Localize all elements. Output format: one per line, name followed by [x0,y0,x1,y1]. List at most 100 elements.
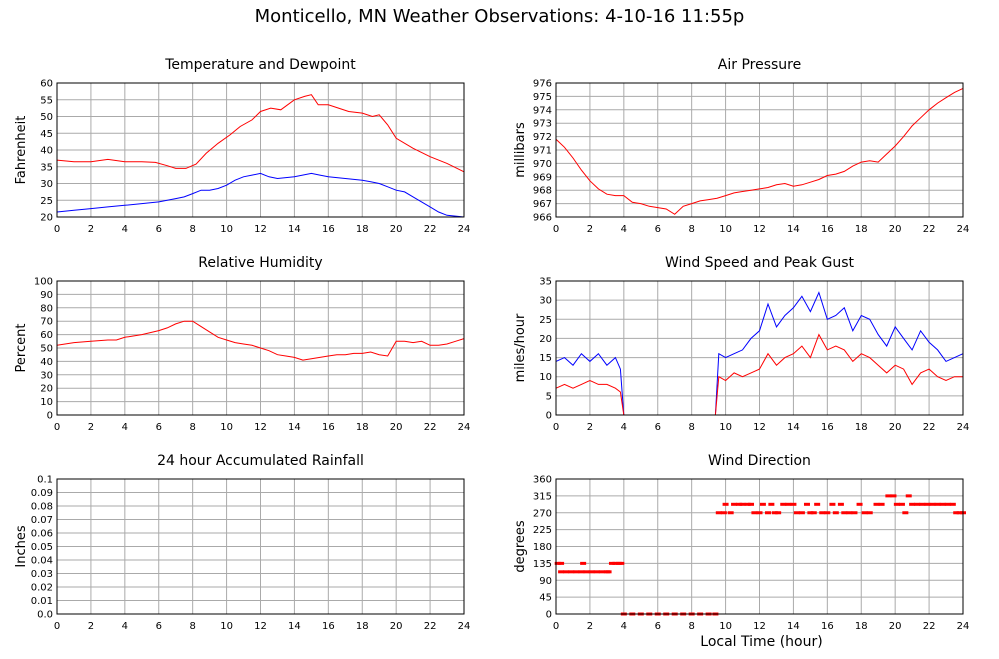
chart-panel-5: 0 2 4 6 8 10 12 14 16 18 20 22 240.00.010.020.030.04… [14,453,470,632]
plot-frame [555,82,964,218]
x-tick-label: 22 [424,224,437,235]
data-point [768,502,775,506]
y-tick-label: 20 [40,213,53,224]
x-tick-label: 2 [88,224,94,235]
data-point [578,570,585,574]
y-axis-label: Fahrenheit [14,116,29,185]
page-title: Monticello, MN Weather Observations: 4-1… [254,6,745,27]
data-point [810,511,817,515]
x-tick-label: 8 [189,422,195,433]
x-tick-label: 6 [655,422,661,433]
y-tick-label: 70 [40,317,53,328]
data-point [873,502,880,506]
y-tick-label: 0 [546,610,552,621]
data-point [780,502,787,506]
data-point [771,511,778,515]
data-point [803,502,810,506]
x-tick-label: 20 [390,224,403,235]
x-tick-label: 10 [719,224,732,235]
x-tick-label: 10 [220,621,233,632]
x-tick-label: 8 [688,621,694,632]
data-point [580,561,587,565]
data-point [856,502,863,506]
y-tick-label: 180 [533,542,552,553]
data-point [798,511,805,515]
chart-title: Wind Direction [708,453,811,469]
x-tick-label: 16 [322,422,335,433]
data-point [909,502,916,506]
plot-frame [56,280,465,416]
y-axis-label: miles/hour [513,313,528,382]
data-point [720,511,727,515]
x-tick-label: 16 [821,422,834,433]
data-point [608,561,615,565]
x-tick-label: 6 [156,224,162,235]
y-tick-label: 60 [40,79,53,90]
y-tick-label: 0.1 [37,475,53,486]
x-tick-label: 8 [688,422,694,433]
series-line-1 [56,94,465,173]
data-point [790,502,797,506]
x-tick-label: 24 [957,422,970,433]
chart-panel-6: 0 2 4 6 8 10 12 14 16 18 20 22 240459013518022527031… [513,453,969,632]
data-point [861,511,868,515]
data-point [939,502,946,506]
y-tick-label: 0.02 [31,583,53,594]
plot-frame [56,82,465,218]
y-tick-label: 360 [533,475,552,486]
x-tick-label: 24 [458,621,471,632]
x-tick-label: 22 [424,621,437,632]
plot-frame [555,478,964,615]
x-tick-label: 16 [821,621,834,632]
x-tick-label: 14 [288,422,301,433]
y-tick-label: 30 [539,296,552,307]
x-tick-label: 12 [753,224,766,235]
data-point [814,502,821,506]
x-tick-label: 2 [88,422,94,433]
chart-title: Air Pressure [718,57,801,73]
data-point [944,502,951,506]
data-point [563,570,570,574]
x-tick-label: 6 [655,224,661,235]
y-tick-label: 972 [533,132,552,143]
chart-title: 24 hour Accumulated Rainfall [157,453,364,469]
series-line-2 [56,172,465,218]
x-tick-label: 4 [122,621,128,632]
y-tick-label: 0.06 [31,529,53,540]
data-point [819,511,826,515]
data-point [898,502,905,506]
data-point [588,570,595,574]
data-point [715,511,722,515]
data-point [751,511,758,515]
data-point [807,511,814,515]
x-tick-label: 0 [54,621,60,632]
x-tick-label: 20 [889,621,902,632]
y-axis-label: millibars [513,122,528,178]
x-tick-label: 24 [957,224,970,235]
data-point [739,502,746,506]
series-line-1 [56,320,465,361]
x-axis-title: Local Time (hour) [700,634,823,650]
x-tick-label: 24 [458,224,471,235]
data-point [929,502,936,506]
data-point [893,502,900,506]
x-tick-label: 18 [855,422,868,433]
data-point [731,502,738,506]
x-tick-label: 2 [88,621,94,632]
data-point [593,570,600,574]
y-tick-label: 966 [533,213,552,224]
y-tick-label: 25 [539,315,552,326]
y-tick-label: 0.0 [37,610,53,621]
chart-title: Temperature and Dewpoint [164,57,356,73]
data-point [846,511,853,515]
data-point [558,561,565,565]
y-tick-label: 55 [40,95,53,106]
plot-frame [56,478,465,615]
data-point [573,570,580,574]
x-tick-label: 2 [587,224,593,235]
x-tick-label: 14 [787,224,800,235]
y-tick-label: 20 [539,334,552,345]
x-tick-label: 24 [957,621,970,632]
series-line-1 [555,87,964,215]
